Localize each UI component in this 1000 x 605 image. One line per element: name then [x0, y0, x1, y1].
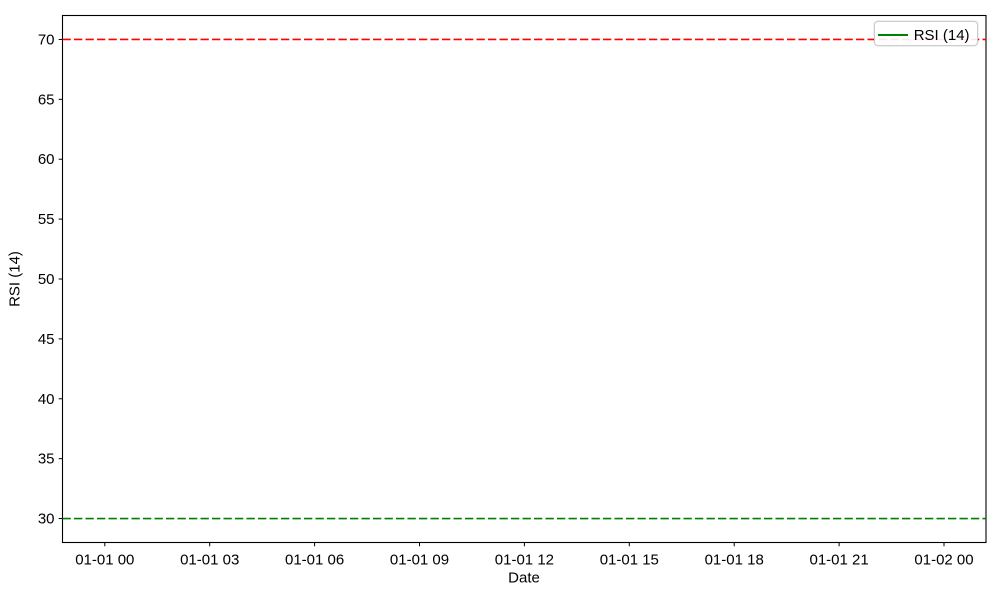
svg-text:01-01 21: 01-01 21 [809, 552, 868, 569]
svg-text:01-01 15: 01-01 15 [600, 552, 659, 569]
svg-text:65: 65 [38, 91, 55, 108]
svg-text:35: 35 [38, 451, 55, 468]
svg-text:70: 70 [38, 31, 55, 48]
svg-text:01-01 03: 01-01 03 [180, 552, 239, 569]
svg-text:01-01 18: 01-01 18 [705, 552, 764, 569]
svg-text:01-01 12: 01-01 12 [495, 552, 554, 569]
svg-text:50: 50 [38, 271, 55, 288]
svg-text:40: 40 [38, 391, 55, 408]
svg-text:01-01 09: 01-01 09 [390, 552, 449, 569]
svg-text:45: 45 [38, 331, 55, 348]
svg-text:01-01 00: 01-01 00 [75, 552, 134, 569]
svg-text:30: 30 [38, 511, 55, 528]
svg-text:55: 55 [38, 211, 55, 228]
svg-text:01-02 00: 01-02 00 [914, 552, 973, 569]
svg-text:01-01 06: 01-01 06 [285, 552, 344, 569]
svg-text:60: 60 [38, 151, 55, 168]
